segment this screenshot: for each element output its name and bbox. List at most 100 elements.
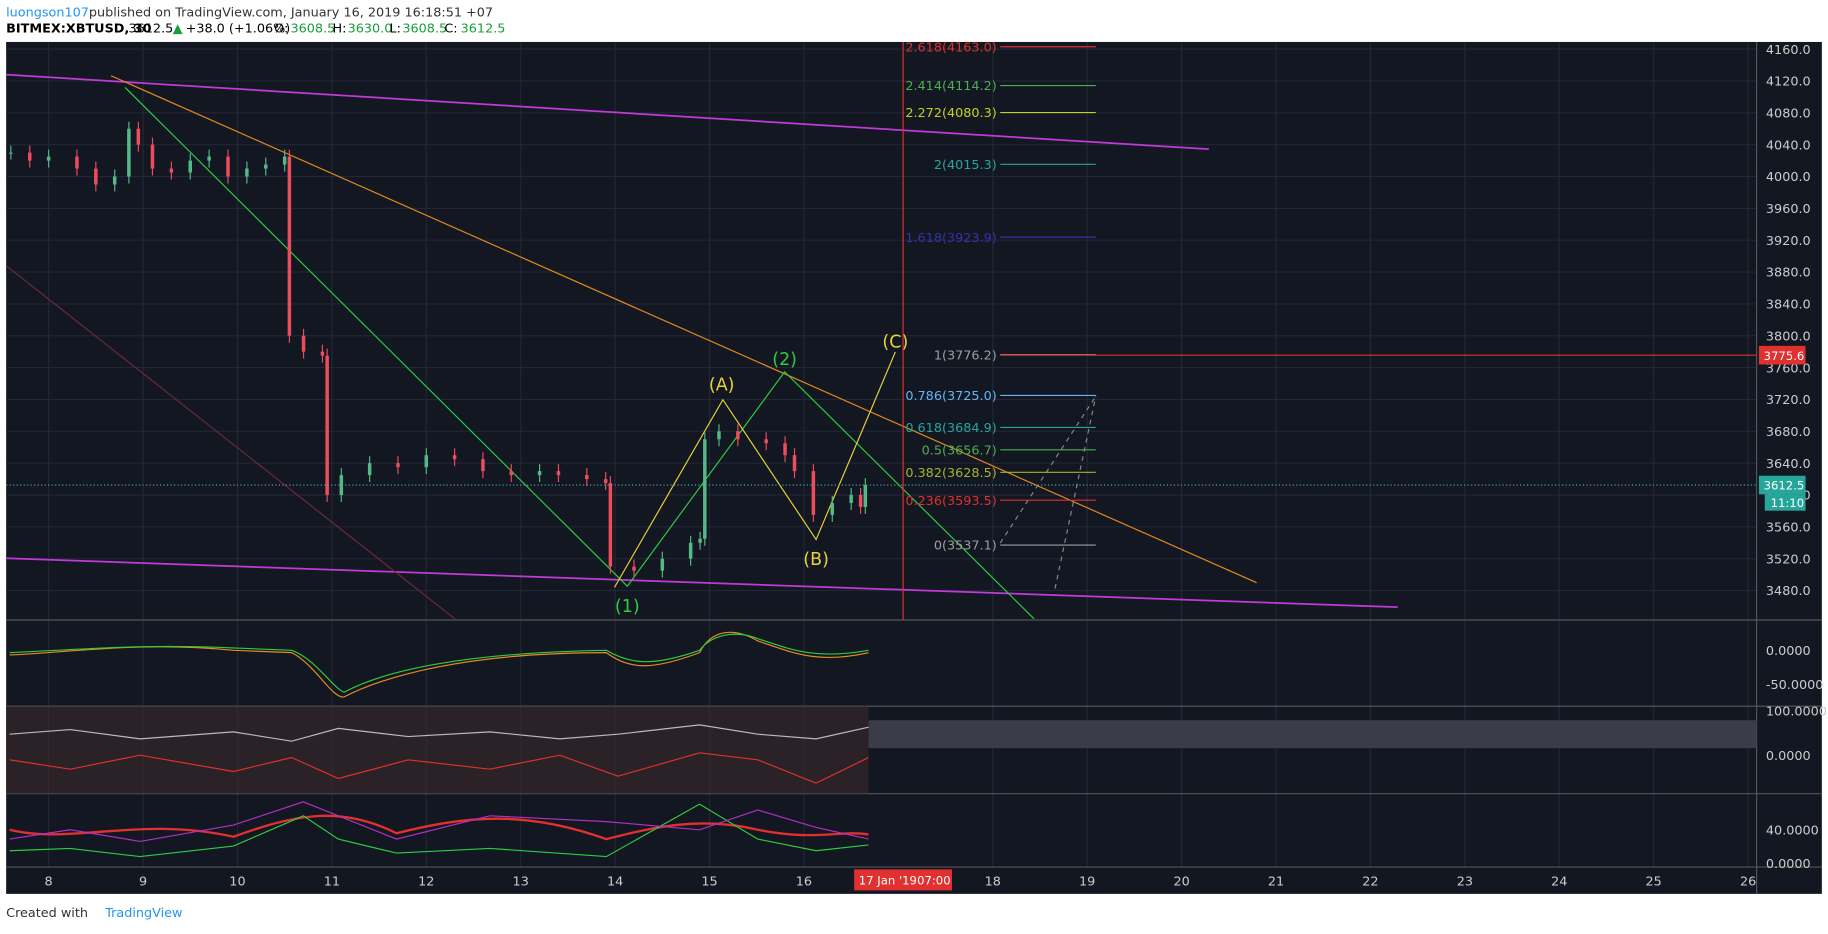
x-tick-label: 22 bbox=[1362, 875, 1378, 890]
x-tick-label: 20 bbox=[1173, 875, 1189, 890]
candle bbox=[75, 156, 79, 169]
pane-tick-label: 40.0000 bbox=[1766, 823, 1819, 838]
candle bbox=[325, 355, 329, 495]
y-tick-label: 3520.0 bbox=[1766, 552, 1811, 567]
fib-label: 0.5(3656.7) bbox=[922, 444, 997, 459]
y-tick-label: 3880.0 bbox=[1766, 266, 1811, 281]
fib-label: 2(4015.3) bbox=[934, 158, 997, 173]
macd-line bbox=[9, 631, 869, 698]
pane-tick-label: 0.0000 bbox=[1766, 857, 1811, 872]
price: 3612.5 bbox=[129, 22, 174, 37]
cross-price-tag bbox=[1758, 345, 1806, 365]
wave-label: (A) bbox=[709, 375, 735, 395]
wave-label: (1) bbox=[615, 597, 640, 617]
candle bbox=[688, 542, 693, 559]
pane-tick-label: -50.0000 bbox=[1766, 678, 1824, 693]
wave-label: (2) bbox=[772, 350, 797, 370]
candle bbox=[703, 439, 707, 539]
x-tick-label: 25 bbox=[1646, 875, 1662, 890]
signal-line bbox=[9, 633, 869, 693]
rsi-line bbox=[9, 724, 869, 742]
candle bbox=[764, 439, 768, 444]
y-tick-label: 3680.0 bbox=[1766, 425, 1811, 440]
candle bbox=[452, 455, 457, 460]
h-value: 3630.0 bbox=[348, 22, 393, 37]
candle bbox=[188, 160, 192, 173]
trendline bbox=[5, 265, 456, 620]
rsi-zone bbox=[868, 720, 1757, 749]
l-value: 3608.5 bbox=[402, 22, 447, 37]
wave-label: (B) bbox=[803, 550, 829, 570]
candle bbox=[509, 471, 514, 476]
candle bbox=[537, 471, 542, 476]
candle bbox=[27, 152, 32, 161]
x-tick-label: 23 bbox=[1457, 875, 1473, 890]
candle bbox=[169, 168, 174, 173]
candle bbox=[245, 168, 249, 177]
author[interactable]: luongson107 bbox=[6, 5, 89, 20]
candle bbox=[127, 128, 131, 177]
y-tick-label: 3960.0 bbox=[1766, 202, 1811, 217]
fib-label: 2.272(4080.3) bbox=[905, 106, 996, 121]
x-tick-label: 12 bbox=[418, 875, 434, 890]
price-tag bbox=[1758, 475, 1806, 495]
countdown-tag bbox=[1764, 494, 1806, 511]
candle bbox=[660, 558, 665, 571]
candle bbox=[556, 471, 561, 476]
candle bbox=[287, 156, 292, 336]
y-tick-label: 4120.0 bbox=[1766, 75, 1811, 90]
fib-label: 0.786(3725.0) bbox=[905, 389, 996, 404]
x-tick-label: 15 bbox=[701, 875, 717, 890]
x-tick-label: 19 bbox=[1079, 875, 1095, 890]
x-tick-label: 10 bbox=[229, 875, 245, 890]
candle bbox=[9, 152, 13, 154]
x-tick-label: 16 bbox=[796, 875, 812, 890]
candle bbox=[792, 455, 797, 472]
candle bbox=[46, 156, 51, 161]
fib-label: 1.618(3923.9) bbox=[905, 231, 996, 246]
x-tick-label: 18 bbox=[985, 875, 1001, 890]
fib-label: 1(3776.2) bbox=[934, 348, 997, 363]
y-tick-label: 3720.0 bbox=[1766, 393, 1811, 408]
change: +38.0 (+1.06%) bbox=[186, 22, 291, 37]
candle bbox=[320, 351, 325, 356]
abc-line bbox=[613, 351, 896, 588]
candle bbox=[698, 538, 702, 543]
projection bbox=[999, 395, 1097, 544]
candle bbox=[830, 502, 835, 515]
candle bbox=[226, 156, 230, 177]
candle bbox=[424, 455, 429, 468]
trendline bbox=[110, 75, 1257, 584]
x-tick-label: 11 bbox=[324, 875, 340, 890]
countdown-label: 11:10 bbox=[1771, 496, 1805, 510]
candle bbox=[863, 485, 868, 507]
y-tick-label: 3920.0 bbox=[1766, 234, 1811, 249]
drawings bbox=[5, 73, 1398, 620]
y-tick-label: 4040.0 bbox=[1766, 138, 1811, 153]
y-tick-label: 3480.0 bbox=[1766, 584, 1811, 599]
candle bbox=[608, 483, 613, 567]
c-value: 3612.5 bbox=[461, 22, 506, 37]
trendline bbox=[6, 557, 1398, 609]
footer-brand[interactable]: TradingView bbox=[104, 906, 182, 921]
candle bbox=[396, 463, 400, 468]
x-tick-label: 8 bbox=[45, 875, 53, 890]
pane-tick-label: 0.0000 bbox=[1766, 749, 1811, 764]
published: published on TradingView.com, January 16… bbox=[89, 5, 493, 20]
candle bbox=[112, 176, 117, 185]
y-tick-label: 4080.0 bbox=[1766, 106, 1811, 121]
price-tag-label: 3612.5 bbox=[1764, 479, 1805, 493]
y-tick-label: 3760.0 bbox=[1766, 361, 1811, 376]
wave-label: (C) bbox=[882, 332, 908, 352]
rsi-band bbox=[6, 706, 869, 794]
fib-label: 2.414(4114.2) bbox=[905, 79, 996, 94]
x-tick-label: 26 bbox=[1740, 875, 1756, 890]
x-tick-label: 24 bbox=[1551, 875, 1567, 890]
candle bbox=[481, 459, 485, 472]
indicator-panes: 0.0000 -50.0000 100.0000 0.0000 40.0000 … bbox=[6, 631, 1827, 872]
footer-created: Created with bbox=[6, 906, 88, 921]
candle bbox=[849, 494, 853, 503]
stoch-line bbox=[9, 752, 869, 784]
candle bbox=[339, 475, 344, 495]
